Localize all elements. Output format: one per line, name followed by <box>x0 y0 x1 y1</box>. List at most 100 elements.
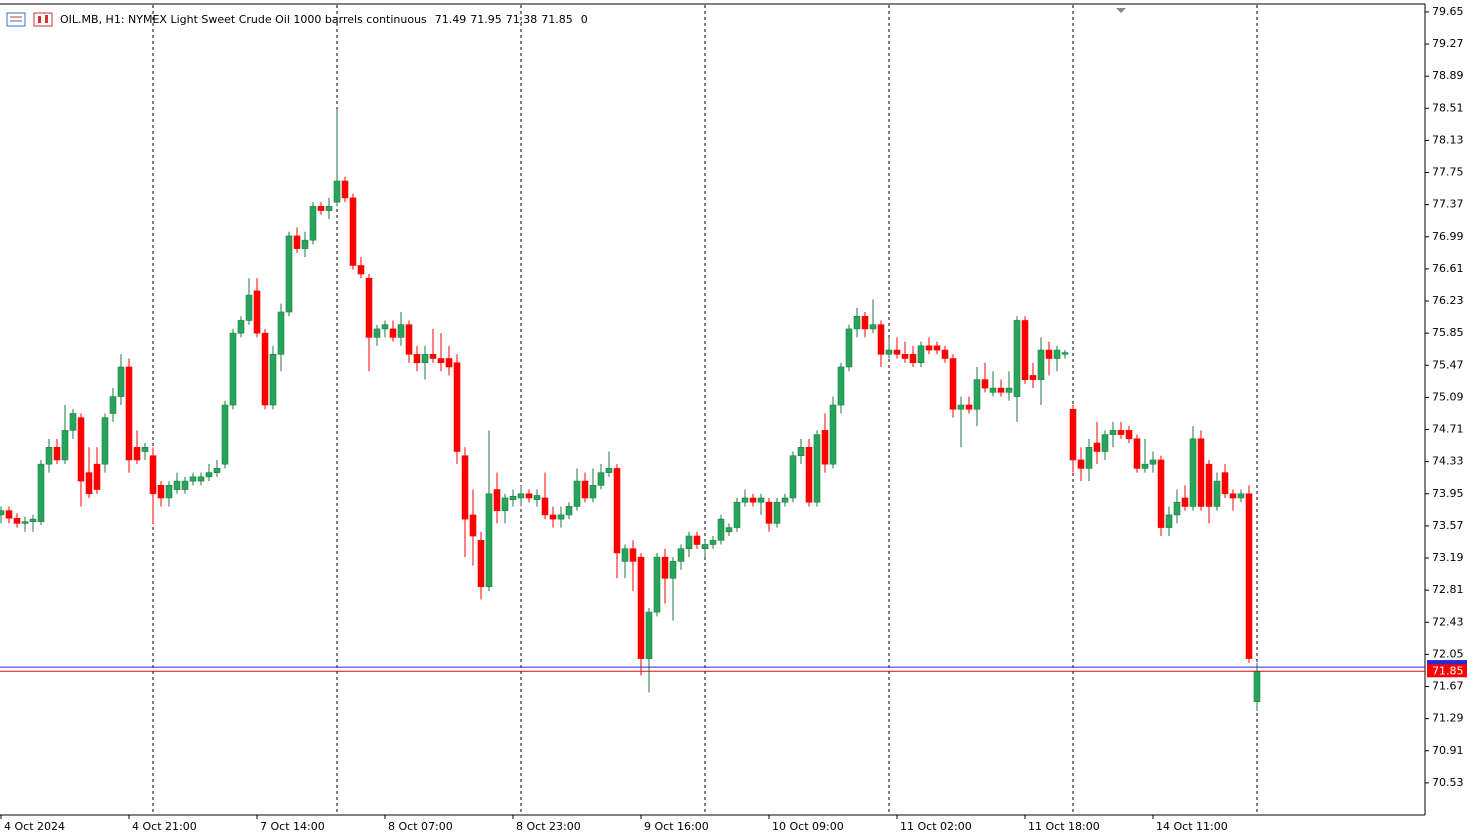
candle-body <box>1157 459 1165 528</box>
candle-body <box>181 480 189 490</box>
candle-body <box>917 345 925 364</box>
candle-body <box>325 206 333 211</box>
candle-body <box>1133 438 1141 469</box>
candle-body <box>813 434 821 503</box>
candle-body <box>1125 430 1133 440</box>
volume: 0 <box>581 13 588 26</box>
candle-body <box>229 332 237 406</box>
candle-body <box>669 561 677 579</box>
candle-body <box>573 480 581 507</box>
candle-body <box>437 358 445 364</box>
x-tick-label: 9 Oct 16:00 <box>644 820 709 833</box>
candle-body <box>1085 446 1093 469</box>
candle-body <box>829 404 837 465</box>
candle-body <box>525 493 533 499</box>
candle-body <box>85 472 93 495</box>
candle-body <box>5 510 13 519</box>
candle-body <box>1117 430 1125 435</box>
candle-body <box>189 476 197 482</box>
candle-body <box>909 353 917 364</box>
y-tick-label: 73.19 <box>1432 551 1464 564</box>
candle-body <box>0 510 5 516</box>
candle-body <box>1237 493 1245 499</box>
candle-body <box>725 527 733 533</box>
y-tick-label: 79.27 <box>1432 37 1464 50</box>
candle-body <box>981 379 989 389</box>
y-tick-label: 75.09 <box>1432 390 1464 403</box>
candle-body <box>1253 670 1261 703</box>
candle-body <box>93 463 101 490</box>
y-tick-label: 72.43 <box>1432 615 1464 628</box>
candle-body <box>901 353 909 359</box>
candle-body <box>269 353 277 406</box>
candle-body <box>773 501 781 524</box>
candle-body <box>1077 459 1085 469</box>
candle-body <box>701 544 709 550</box>
candle-body <box>21 521 29 524</box>
candle-body <box>37 463 45 522</box>
candle-body <box>333 180 341 203</box>
x-tick-label: 14 Oct 11:00 <box>1156 820 1228 833</box>
candle-body <box>53 446 61 461</box>
last-price-tag <box>1427 664 1467 678</box>
candle-body <box>245 294 253 321</box>
close: 71.85 <box>541 13 573 26</box>
candle-body <box>1181 497 1189 507</box>
candle-body <box>645 611 653 659</box>
icon <box>33 12 53 27</box>
candle-body <box>1165 514 1173 528</box>
x-tick-label: 4 Oct 2024 <box>4 820 65 833</box>
candle-body <box>933 345 941 351</box>
candle-body <box>997 387 1005 393</box>
candle-body <box>341 180 349 199</box>
candle-body <box>925 345 933 351</box>
candle-body <box>301 239 309 249</box>
candle-body <box>101 417 109 465</box>
candle-body <box>1149 459 1157 465</box>
candle-body <box>685 535 693 550</box>
candle-body <box>149 455 157 495</box>
y-tick-label: 71.29 <box>1432 712 1464 725</box>
last-price-label: 71.85 <box>1432 664 1464 677</box>
candle-body <box>589 485 597 499</box>
candle-body <box>157 485 165 499</box>
candle-body <box>285 235 293 313</box>
candle-body <box>357 265 365 275</box>
candle-body <box>45 446 53 465</box>
candle-body <box>205 472 213 478</box>
candle-body <box>277 311 285 355</box>
candle-body <box>677 548 685 562</box>
candle-body <box>1093 442 1101 452</box>
y-tick-label: 78.89 <box>1432 69 1464 82</box>
x-tick-label: 10 Oct 09:00 <box>772 820 844 833</box>
candle-body <box>1029 375 1037 380</box>
y-tick-label: 79.65 <box>1432 5 1464 18</box>
y-tick-label: 77.75 <box>1432 166 1464 179</box>
x-tick-label: 7 Oct 14:00 <box>260 820 325 833</box>
candle-body <box>77 417 85 482</box>
y-tick-label: 72.81 <box>1432 583 1464 596</box>
candle-body <box>581 480 589 499</box>
candle-body <box>1213 480 1221 507</box>
candle-body <box>853 315 861 330</box>
candle-body <box>613 468 621 554</box>
y-tick-label: 73.57 <box>1432 519 1464 532</box>
candle-body <box>293 235 301 249</box>
candle-body <box>941 349 949 359</box>
chart-icons <box>6 12 53 27</box>
icon-bar <box>45 15 48 23</box>
candle-body <box>565 506 573 516</box>
candle-body <box>477 539 485 588</box>
y-tick-label: 74.71 <box>1432 423 1464 436</box>
candle-body <box>533 495 541 500</box>
candle-body <box>805 446 813 503</box>
candle-body <box>789 455 797 499</box>
candle-body <box>509 496 517 500</box>
candle-body <box>421 353 429 364</box>
candle-body <box>405 324 413 355</box>
candle-body <box>549 514 557 520</box>
y-tick-label: 72.05 <box>1432 647 1464 660</box>
candle-body <box>381 324 389 330</box>
y-tick-label: 71.67 <box>1432 680 1464 693</box>
y-tick-label: 76.61 <box>1432 262 1464 275</box>
